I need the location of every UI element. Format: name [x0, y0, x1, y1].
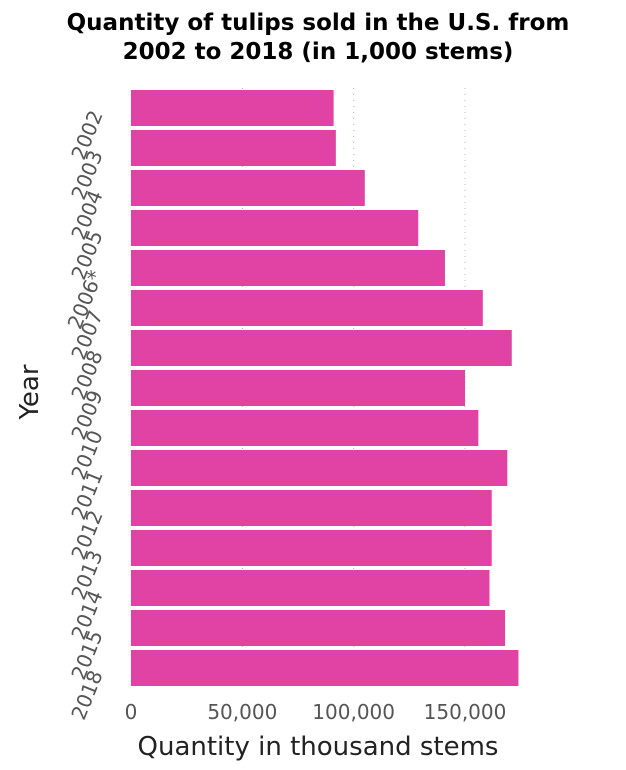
bar-2007: [131, 290, 483, 326]
bar-2005: [131, 210, 419, 246]
bar-2009: [131, 370, 465, 406]
x-tick-label: 150,000: [424, 700, 507, 724]
bar-2011: [131, 450, 508, 486]
bar-2012: [131, 490, 492, 526]
x-tick-labels: 0 50,000 100,000 150,000: [125, 700, 507, 724]
bar-2008: [131, 330, 512, 366]
bar-2015: [131, 610, 506, 646]
x-axis-label: Quantity in thousand stems: [138, 732, 499, 762]
bar-2018: [131, 650, 519, 686]
y-axis-label: Year: [15, 364, 45, 420]
x-tick-label: 0: [125, 700, 138, 724]
bar-2002: [131, 90, 334, 126]
chart-title-line-2: 2002 to 2018 (in 1,000 stems): [123, 39, 514, 65]
x-tick-label: 100,000: [312, 700, 395, 724]
y-tick-labels: 20022003200420052006*2007200820092010201…: [63, 107, 108, 723]
bar-2006-star: [131, 250, 445, 286]
x-tick-label: 50,000: [207, 700, 277, 724]
bar-2004: [131, 170, 365, 206]
bar-2013: [131, 530, 492, 566]
bar-2010: [131, 410, 479, 446]
bars: [131, 90, 519, 686]
bar-2014: [131, 570, 490, 606]
chart-title-line-1: Quantity of tulips sold in the U.S. from: [67, 10, 570, 36]
bar-2003: [131, 130, 336, 166]
